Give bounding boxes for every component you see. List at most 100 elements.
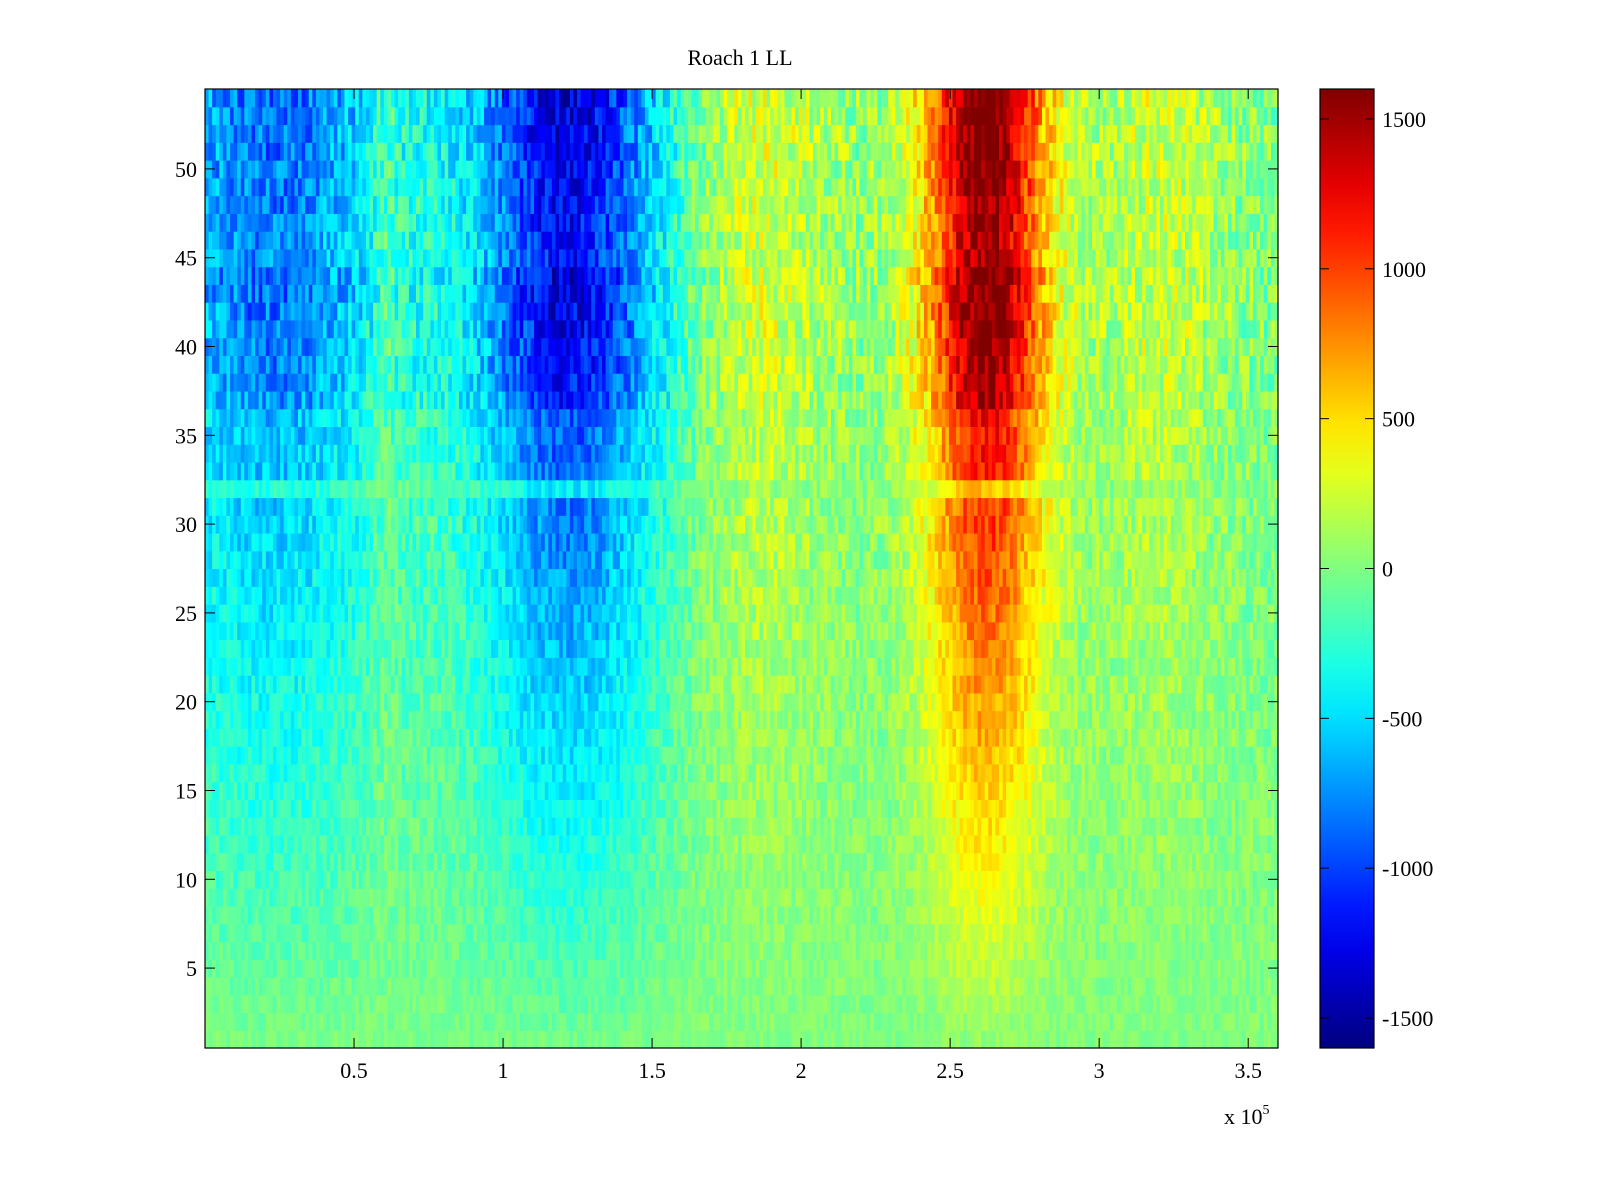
heatmap-cell: [441, 834, 446, 854]
heatmap-cell: [576, 746, 582, 765]
heatmap-cell: [677, 799, 682, 818]
heatmap-cell: [519, 781, 524, 800]
heatmap-cell: [616, 763, 621, 783]
heatmap-cell: [587, 905, 592, 925]
heatmap-cell: [680, 763, 685, 783]
heatmap-cell: [816, 781, 821, 800]
heatmap-cell: [845, 923, 850, 943]
heatmap-cell: [1124, 959, 1129, 978]
heatmap-cell: [401, 834, 406, 854]
heatmap-cell: [609, 1012, 614, 1031]
heatmap-cell: [838, 1030, 843, 1049]
heatmap-cell: [1245, 905, 1250, 925]
heatmap-cell: [727, 905, 732, 925]
heatmap-cell: [712, 1012, 718, 1031]
heatmap-cell: [963, 799, 968, 818]
heatmap-cell: [687, 923, 693, 943]
heatmap-cell: [1020, 923, 1025, 943]
heatmap-cell: [863, 746, 868, 765]
heatmap-cell: [466, 870, 471, 889]
heatmap-cell: [755, 959, 760, 978]
heatmap-cell: [240, 905, 245, 925]
heatmap-cell: [272, 1030, 278, 1049]
heatmap-cell: [762, 834, 768, 854]
heatmap-cell: [501, 905, 507, 925]
heatmap-cell: [906, 905, 911, 925]
heatmap-cell: [534, 834, 539, 854]
heatmap-cell: [637, 763, 642, 783]
heatmap-cell: [1192, 834, 1197, 854]
heatmap-cell: [226, 959, 231, 978]
heatmap-cell: [462, 1030, 467, 1049]
heatmap-cell: [330, 870, 335, 889]
heatmap-cell: [355, 905, 360, 925]
heatmap-cell: [870, 1030, 875, 1049]
heatmap-cell: [634, 1030, 639, 1049]
heatmap-cell: [215, 976, 220, 996]
heatmap-cell: [1081, 817, 1086, 836]
heatmap-cell: [1210, 976, 1215, 996]
heatmap-cell: [1081, 994, 1086, 1014]
heatmap-cell: [1092, 817, 1097, 836]
heatmap-cell: [906, 817, 911, 836]
heatmap-cell: [569, 905, 574, 925]
heatmap-cell: [487, 976, 492, 996]
heatmap-cell: [684, 817, 689, 836]
heatmap-cell: [416, 746, 421, 765]
heatmap-cell: [827, 941, 832, 960]
heatmap-cell: [1038, 1012, 1043, 1031]
heatmap-cell: [365, 994, 371, 1014]
heatmap-cell: [895, 1030, 900, 1049]
heatmap-cell: [1102, 1030, 1107, 1049]
heatmap-cell: [820, 799, 825, 818]
heatmap-cell: [809, 1012, 814, 1031]
heatmap-cell: [652, 799, 657, 818]
heatmap-cell: [573, 763, 578, 783]
heatmap-cell: [762, 941, 768, 960]
heatmap-cell: [1163, 763, 1168, 783]
heatmap-cell: [526, 799, 532, 818]
heatmap-cell: [991, 923, 997, 943]
heatmap-cell: [752, 817, 757, 836]
heatmap-cell: [287, 834, 292, 854]
heatmap-cell: [512, 746, 517, 765]
heatmap-cell: [852, 852, 857, 872]
heatmap-cell: [934, 852, 939, 872]
heatmap-cell: [612, 746, 617, 765]
heatmap-cell: [265, 1030, 270, 1049]
heatmap-cell: [1249, 852, 1254, 872]
heatmap-cell: [1199, 799, 1204, 818]
heatmap-cell: [476, 923, 482, 943]
heatmap-cell: [866, 923, 871, 943]
heatmap-cell: [294, 994, 299, 1014]
heatmap-cell: [348, 834, 353, 854]
heatmap-cell: [519, 923, 524, 943]
heatmap-cell: [419, 763, 424, 783]
heatmap-cell: [551, 1012, 557, 1031]
heatmap-cell: [848, 852, 853, 872]
heatmap-cell: [1174, 941, 1179, 960]
heatmap-cell: [884, 1030, 889, 1049]
heatmap-cell: [226, 781, 231, 800]
heatmap-cell: [1020, 870, 1025, 889]
heatmap-cell: [848, 905, 853, 925]
heatmap-cell: [244, 959, 249, 978]
heatmap-cell: [365, 834, 371, 854]
heatmap-cell: [212, 905, 217, 925]
heatmap-cell: [1199, 1012, 1204, 1031]
heatmap-cell: [770, 976, 775, 996]
heatmap-cell: [405, 959, 410, 978]
heatmap-cell: [995, 923, 1000, 943]
heatmap-cell: [966, 976, 972, 996]
heatmap-cell: [509, 994, 514, 1014]
heatmap-cell: [1210, 941, 1215, 960]
heatmap-cell: [662, 781, 667, 800]
heatmap-cell: [834, 781, 839, 800]
heatmap-cell: [1249, 799, 1254, 818]
heatmap-cell: [390, 746, 396, 765]
heatmap-cell: [963, 1012, 968, 1031]
heatmap-cell: [730, 781, 735, 800]
heatmap-cell: [1117, 870, 1122, 889]
heatmap-cell: [205, 941, 210, 960]
heatmap-cell: [662, 834, 667, 854]
